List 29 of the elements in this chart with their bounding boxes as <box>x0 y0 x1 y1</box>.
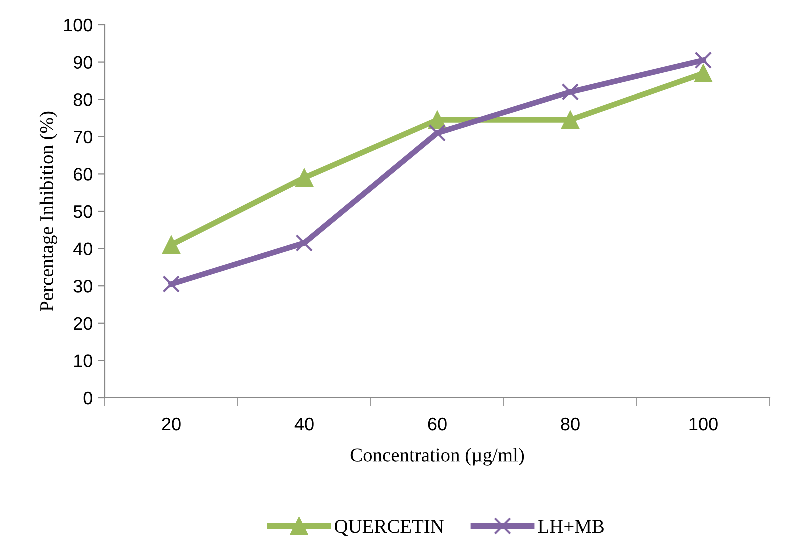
point <box>694 64 713 83</box>
y-tick-label: 60 <box>74 168 92 181</box>
y-axis-title: Percentage Inhibition (%) <box>40 112 58 312</box>
point <box>295 168 314 187</box>
y-tick-label: 90 <box>74 56 92 70</box>
x-tick-label: 40 <box>294 418 314 431</box>
y-tick-label: 80 <box>74 94 92 106</box>
point <box>562 83 580 101</box>
x-tick-label: 60 <box>428 418 447 431</box>
point <box>162 276 180 293</box>
point <box>428 124 446 142</box>
x-tick-label: 20 <box>162 418 181 431</box>
legend-label: LH+MB <box>538 520 604 534</box>
point <box>694 52 712 70</box>
legend-label: QUERCETIN <box>335 520 444 536</box>
y-tick-label: 20 <box>74 317 92 330</box>
y-tick-label: 30 <box>74 280 92 293</box>
y-tick-label: 40 <box>74 242 92 256</box>
point <box>162 236 181 254</box>
x-axis-title: Concentration (µg/ml) <box>350 448 524 466</box>
y-tick-label: 50 <box>74 205 92 218</box>
y-tick-label: 0 <box>84 392 92 405</box>
x-tick-label: 100 <box>690 418 718 431</box>
y-tick-label: 10 <box>74 354 92 368</box>
point <box>296 234 314 252</box>
y-tick-label: 70 <box>74 130 92 144</box>
y-tick-label: 100 <box>64 18 92 32</box>
point <box>561 111 580 130</box>
x-tick-label: 80 <box>561 418 580 431</box>
